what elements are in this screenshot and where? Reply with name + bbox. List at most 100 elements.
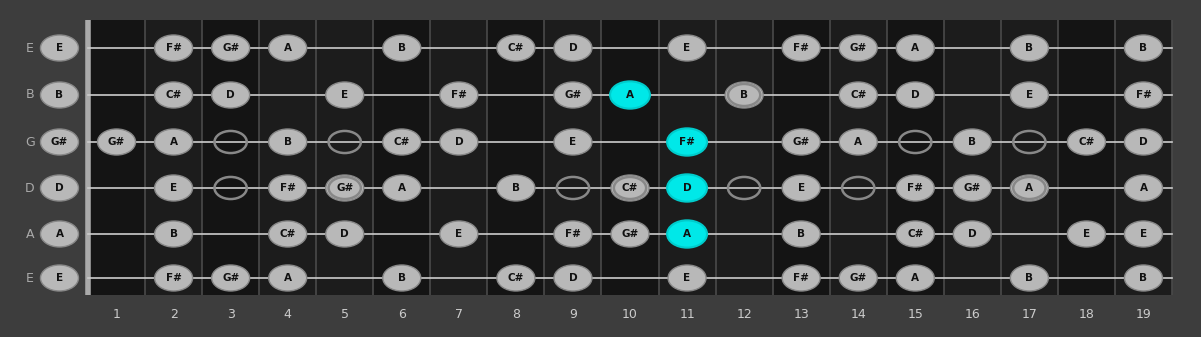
Ellipse shape bbox=[782, 265, 820, 291]
Ellipse shape bbox=[383, 129, 420, 155]
Ellipse shape bbox=[383, 175, 420, 201]
Ellipse shape bbox=[554, 129, 592, 155]
Ellipse shape bbox=[155, 265, 192, 291]
Ellipse shape bbox=[611, 221, 649, 247]
Text: A: A bbox=[1140, 183, 1147, 193]
Text: B: B bbox=[55, 90, 64, 100]
Ellipse shape bbox=[954, 129, 991, 155]
Text: E: E bbox=[341, 90, 348, 100]
Text: F#: F# bbox=[166, 43, 181, 53]
Text: B: B bbox=[25, 89, 35, 101]
Text: 19: 19 bbox=[1136, 308, 1152, 321]
Text: 8: 8 bbox=[512, 308, 520, 321]
Text: E: E bbox=[26, 272, 34, 284]
Ellipse shape bbox=[41, 35, 78, 61]
Text: F#: F# bbox=[907, 183, 924, 193]
Text: B: B bbox=[512, 183, 520, 193]
Ellipse shape bbox=[155, 175, 192, 201]
Ellipse shape bbox=[554, 35, 592, 61]
Text: B: B bbox=[283, 137, 292, 147]
Text: C#: C# bbox=[850, 90, 866, 100]
Text: A: A bbox=[283, 273, 292, 283]
Ellipse shape bbox=[497, 265, 534, 291]
Text: B: B bbox=[1140, 273, 1147, 283]
Ellipse shape bbox=[554, 221, 592, 247]
Ellipse shape bbox=[41, 265, 78, 291]
Text: A: A bbox=[25, 227, 35, 241]
Text: 14: 14 bbox=[850, 308, 866, 321]
Text: E: E bbox=[683, 273, 691, 283]
Ellipse shape bbox=[325, 175, 364, 201]
Text: B: B bbox=[398, 43, 406, 53]
Ellipse shape bbox=[41, 82, 78, 108]
Text: C#: C# bbox=[166, 90, 181, 100]
Text: G#: G# bbox=[793, 137, 809, 147]
Text: C#: C# bbox=[1078, 137, 1094, 147]
Text: D: D bbox=[226, 90, 235, 100]
Text: A: A bbox=[626, 90, 634, 100]
Ellipse shape bbox=[440, 82, 478, 108]
Ellipse shape bbox=[667, 128, 707, 156]
Ellipse shape bbox=[782, 129, 820, 155]
Ellipse shape bbox=[839, 129, 877, 155]
Ellipse shape bbox=[97, 129, 136, 155]
Ellipse shape bbox=[155, 221, 192, 247]
Text: 10: 10 bbox=[622, 308, 638, 321]
Text: A: A bbox=[55, 229, 64, 239]
Text: G#: G# bbox=[336, 183, 353, 193]
Ellipse shape bbox=[668, 265, 706, 291]
Ellipse shape bbox=[725, 82, 763, 108]
Text: A: A bbox=[283, 43, 292, 53]
Ellipse shape bbox=[782, 35, 820, 61]
Ellipse shape bbox=[667, 220, 707, 248]
Text: 15: 15 bbox=[907, 308, 924, 321]
Ellipse shape bbox=[41, 175, 78, 201]
Ellipse shape bbox=[839, 35, 877, 61]
Text: D: D bbox=[568, 43, 578, 53]
Text: E: E bbox=[455, 229, 462, 239]
Text: B: B bbox=[169, 229, 178, 239]
Text: 12: 12 bbox=[736, 308, 752, 321]
Text: E: E bbox=[26, 41, 34, 55]
Text: E: E bbox=[683, 43, 691, 53]
Text: 11: 11 bbox=[680, 308, 695, 321]
Ellipse shape bbox=[896, 175, 934, 201]
Ellipse shape bbox=[1124, 129, 1163, 155]
Text: C#: C# bbox=[508, 273, 524, 283]
Ellipse shape bbox=[1010, 82, 1048, 108]
Text: B: B bbox=[1026, 273, 1033, 283]
Ellipse shape bbox=[1010, 35, 1048, 61]
Text: 2: 2 bbox=[169, 308, 178, 321]
Text: B: B bbox=[1140, 43, 1147, 53]
Ellipse shape bbox=[497, 35, 534, 61]
Text: A: A bbox=[912, 43, 919, 53]
Text: D: D bbox=[1140, 137, 1148, 147]
Text: 5: 5 bbox=[341, 308, 348, 321]
Text: A: A bbox=[854, 137, 862, 147]
Text: G#: G# bbox=[222, 273, 239, 283]
Text: F#: F# bbox=[793, 43, 809, 53]
Ellipse shape bbox=[41, 221, 78, 247]
Text: E: E bbox=[797, 183, 805, 193]
Ellipse shape bbox=[155, 35, 192, 61]
Ellipse shape bbox=[269, 35, 306, 61]
Ellipse shape bbox=[1010, 265, 1048, 291]
Ellipse shape bbox=[782, 221, 820, 247]
Text: B: B bbox=[968, 137, 976, 147]
Text: F#: F# bbox=[166, 273, 181, 283]
Text: 1: 1 bbox=[113, 308, 120, 321]
Text: B: B bbox=[740, 90, 748, 100]
Text: 18: 18 bbox=[1078, 308, 1094, 321]
Ellipse shape bbox=[155, 82, 192, 108]
Text: G#: G# bbox=[849, 43, 867, 53]
Text: 16: 16 bbox=[964, 308, 980, 321]
Text: G#: G# bbox=[963, 183, 981, 193]
Text: C#: C# bbox=[622, 183, 638, 193]
Ellipse shape bbox=[440, 221, 478, 247]
Text: F#: F# bbox=[1135, 90, 1152, 100]
Text: 13: 13 bbox=[794, 308, 809, 321]
Text: D: D bbox=[25, 182, 35, 194]
Ellipse shape bbox=[325, 221, 364, 247]
Ellipse shape bbox=[611, 175, 649, 201]
Text: G#: G# bbox=[50, 137, 68, 147]
